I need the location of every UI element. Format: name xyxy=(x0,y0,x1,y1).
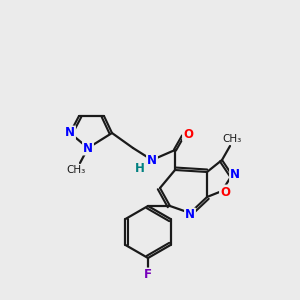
Text: F: F xyxy=(144,268,152,281)
Text: N: N xyxy=(230,169,240,182)
Text: O: O xyxy=(183,128,193,140)
Text: CH₃: CH₃ xyxy=(66,165,85,175)
Text: O: O xyxy=(220,185,230,199)
Text: N: N xyxy=(185,208,195,221)
Text: N: N xyxy=(65,127,75,140)
Text: CH₃: CH₃ xyxy=(222,134,242,144)
Text: N: N xyxy=(147,154,157,166)
Text: H: H xyxy=(135,161,145,175)
Text: N: N xyxy=(83,142,93,154)
